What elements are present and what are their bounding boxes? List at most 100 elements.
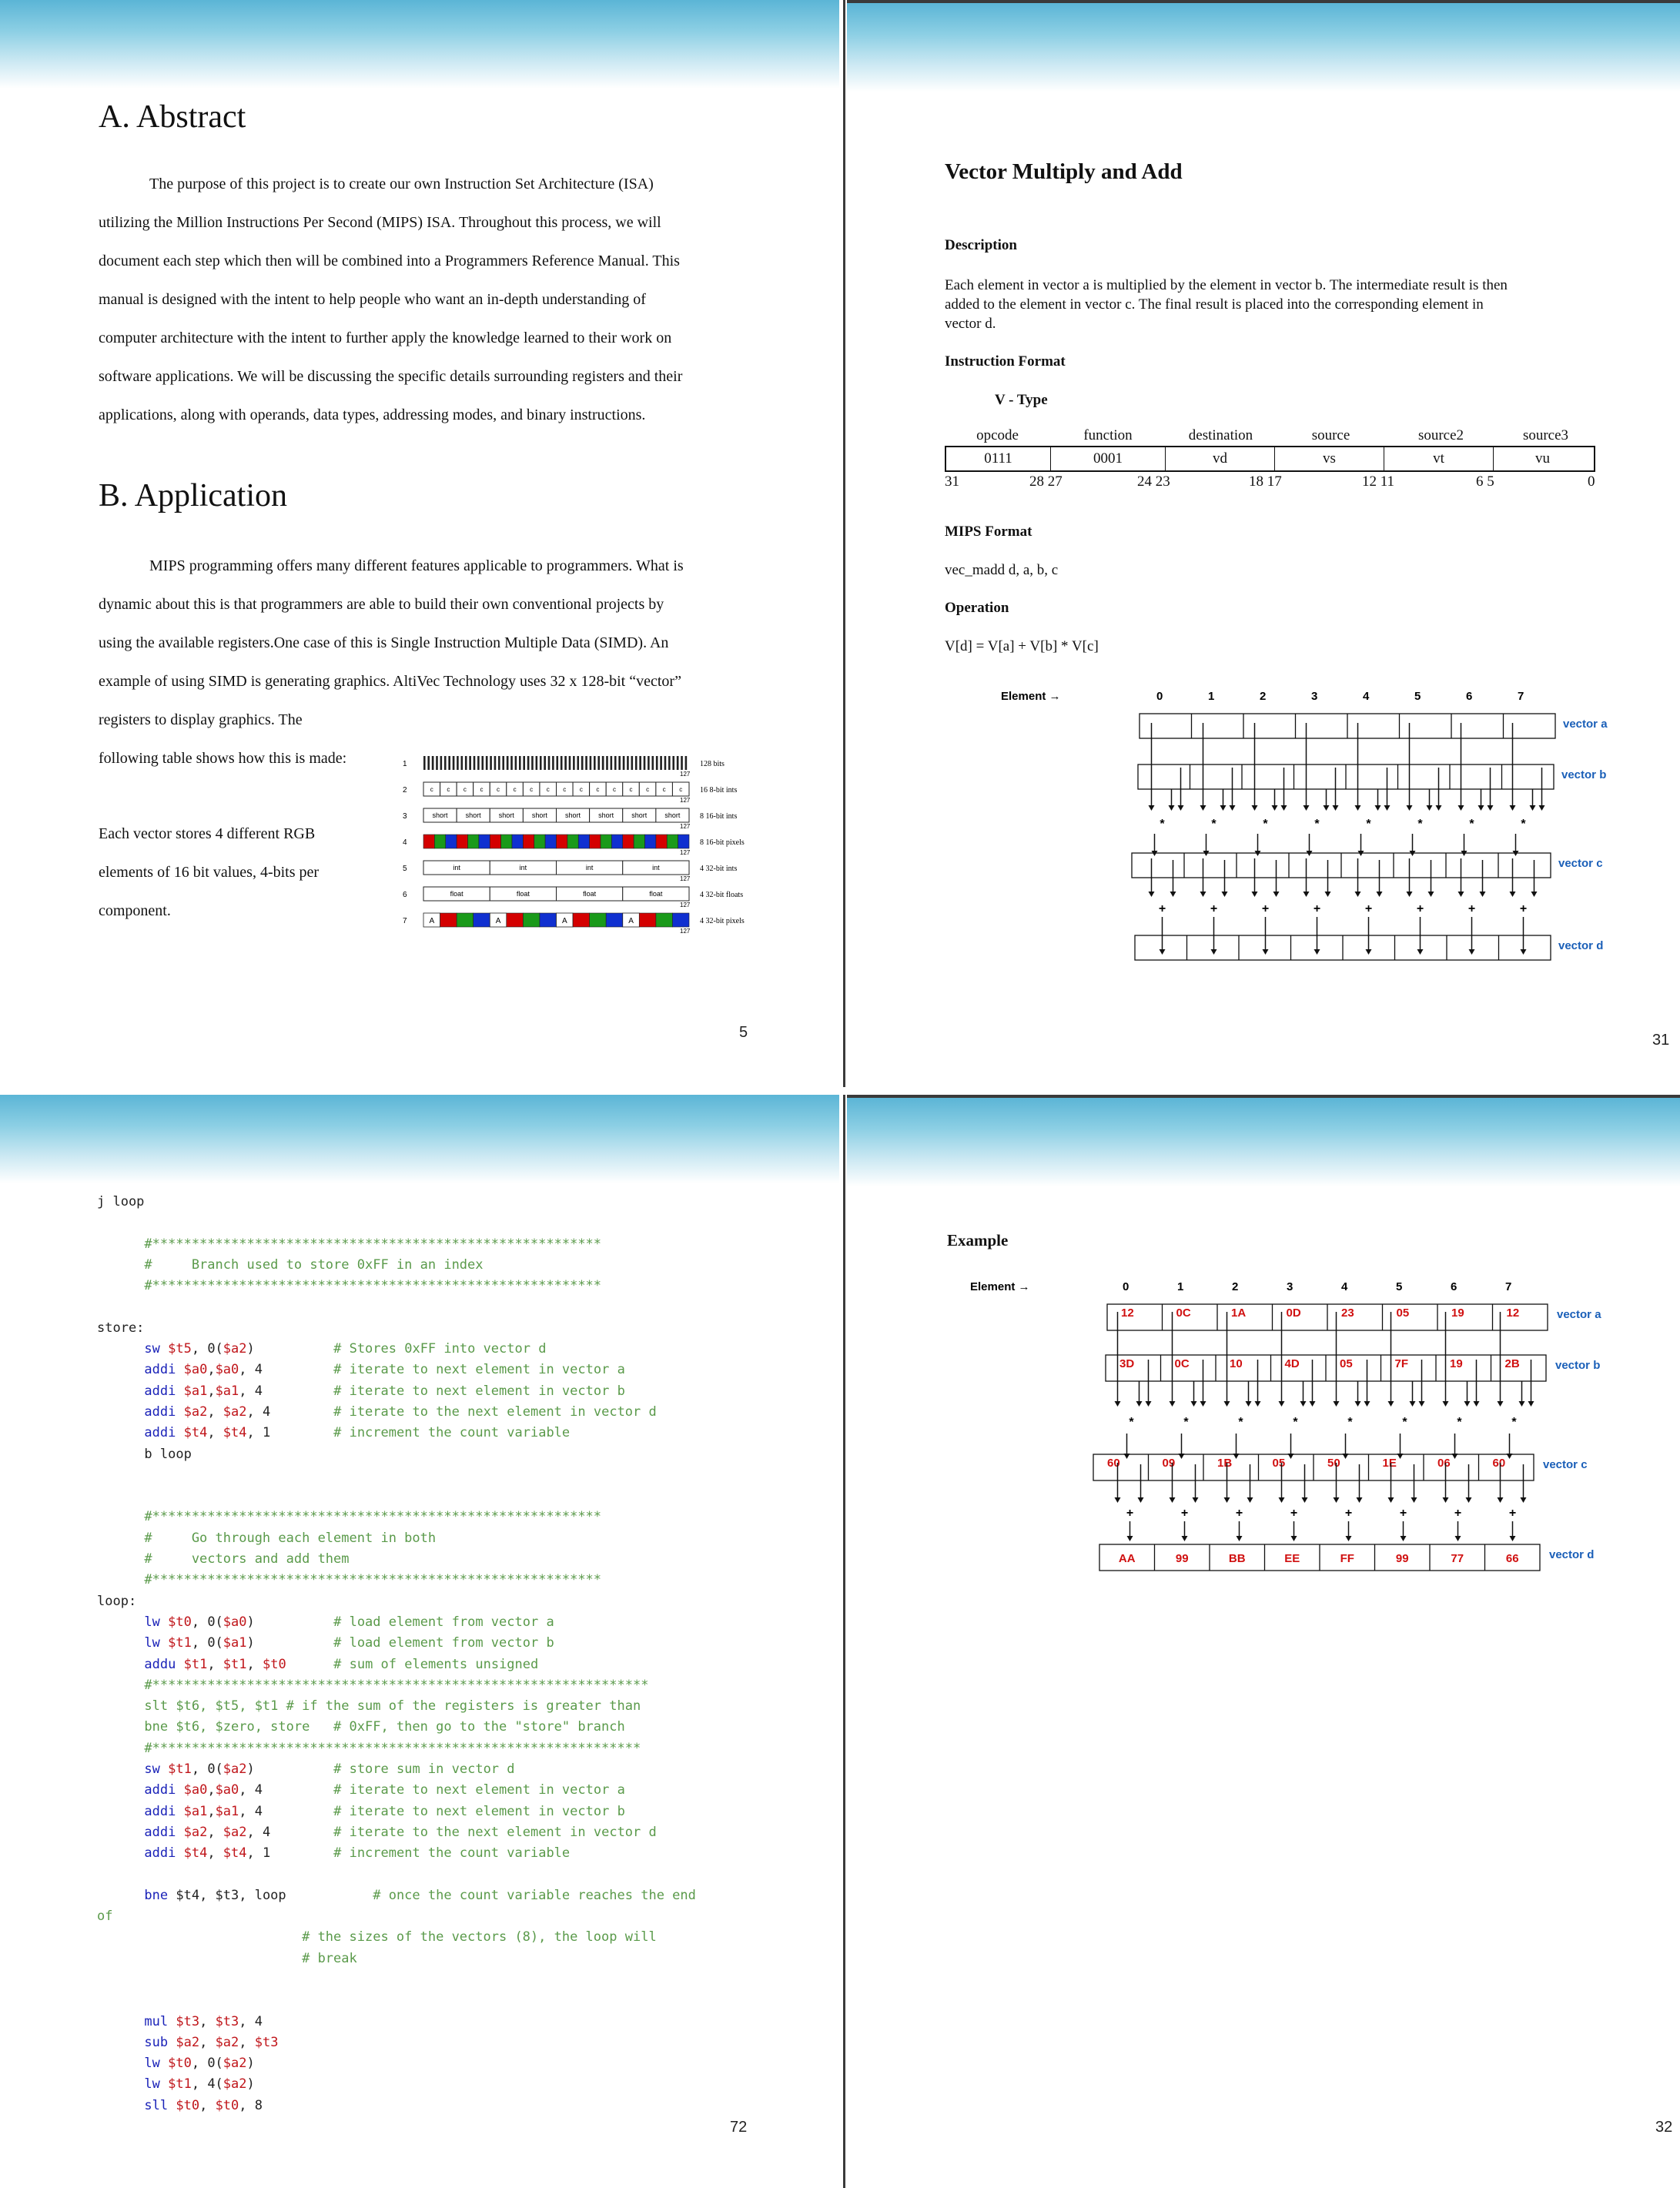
bit-127-label: 127 [680, 902, 691, 908]
bit-cell [436, 756, 438, 770]
code-line: addi $a0,$a0, 4 # iterate to next elemen… [97, 1360, 696, 1380]
code-token: loop: [97, 1593, 137, 1609]
code-line: addi $a2, $a2, 4 # iterate to the next e… [97, 1822, 696, 1843]
code-token: addi [97, 1845, 184, 1862]
alpha-label: A [429, 917, 434, 925]
arrow-a-head [1509, 805, 1516, 811]
bit-cell [606, 756, 608, 770]
code-token: , [207, 1656, 223, 1672]
code-token: $a0 [215, 1362, 239, 1378]
vector-value: 66 [1506, 1552, 1519, 1565]
bit-cell [634, 756, 638, 770]
element-type: c [580, 786, 583, 793]
bit-cell [533, 756, 536, 770]
code-line: #***************************************… [97, 1675, 696, 1696]
pixel-channel [489, 834, 501, 849]
code-token: $a2 [223, 1824, 247, 1840]
arrow-a-head [1200, 805, 1206, 811]
element-type: c [530, 786, 533, 793]
bit-cell [504, 756, 507, 770]
element-index: 7 [1505, 1280, 1511, 1293]
code-token: ) [246, 1614, 334, 1630]
code-token: $a2 [223, 2056, 247, 2072]
code-token: , [199, 2097, 216, 2113]
code-token: # vectors and add them [97, 1551, 350, 1567]
arrow-b2-head [1473, 1401, 1480, 1407]
bit-position: 28 27 [1029, 473, 1063, 490]
arrow-b-head [1518, 1401, 1525, 1407]
vector-value: 1E [1383, 1457, 1397, 1470]
arrow-c2-head [1221, 892, 1228, 897]
arrow-b2-head [1538, 805, 1545, 811]
bit-positions-row: 31 28 27 24 23 18 17 12 11 6 5 0 [945, 472, 1595, 490]
arrow-product-head [1287, 1454, 1294, 1459]
code-token: ) [246, 1341, 334, 1357]
code-token: #***************************************… [97, 1572, 602, 1588]
arrow-c2-head [1170, 892, 1176, 897]
code-token: , 0( [191, 1341, 223, 1357]
code-token: $t1 [168, 2076, 192, 2093]
bit-cell [475, 756, 478, 770]
arrow-a-head [1387, 1401, 1394, 1407]
vector-value: 09 [1163, 1457, 1176, 1470]
code-token: # Go through each element in both [97, 1530, 437, 1546]
bit-cell [589, 756, 592, 770]
vector-value: 05 [1397, 1306, 1410, 1320]
code-token: $t3 [254, 2034, 279, 2050]
multiply-sign: * [1417, 818, 1423, 831]
field-name: source2 [1417, 427, 1464, 443]
field-name: source [1311, 427, 1350, 443]
row-description: 8 16-bit ints [700, 812, 737, 821]
code-line: addi $a0,$a0, 4 # iterate to next elemen… [97, 1780, 696, 1801]
bit-cell [470, 756, 474, 770]
pixel-channel [672, 912, 690, 928]
code-token: addi [97, 1403, 184, 1420]
multiply-sign: * [1511, 1416, 1517, 1429]
bit-cell [604, 756, 607, 770]
code-line: # vectors and add them [97, 1549, 696, 1570]
code-line: bne $t6, $zero, store # 0xFF, then go to… [97, 1717, 696, 1738]
multiply-sign: * [1347, 1416, 1353, 1429]
vector-value: 3D [1119, 1357, 1134, 1370]
element-type: float [517, 890, 530, 898]
bit-cell [454, 756, 457, 770]
add-sign: + [1210, 902, 1217, 915]
page-number: 31 [1652, 1032, 1670, 1049]
bit-cell [568, 756, 571, 770]
arrow-d-head [1400, 1536, 1407, 1541]
arrow-product-head [1254, 851, 1261, 856]
code-token: #***************************************… [97, 1677, 649, 1693]
code-token: $a2 [176, 2034, 200, 2050]
element-type: short [565, 811, 581, 819]
code-token: # iterate to next element in vector a [333, 1782, 625, 1798]
example-heading: Example [947, 1231, 1009, 1250]
arrow-c2-head [1479, 892, 1486, 897]
page-32: Example Element → 0 1 2 3 4 5 6 7 12 0C 1A 0D 23 05 19 1… [847, 1095, 1680, 2188]
add-sign: + [1314, 902, 1320, 915]
code-line: b loop [97, 1444, 696, 1465]
bit-cell [585, 756, 587, 770]
add-sign: + [1345, 1507, 1352, 1520]
bit-cell [661, 756, 664, 770]
arrow-a-head [1278, 1401, 1285, 1407]
element-type: float [649, 890, 663, 898]
page-31: Vector Multiply and Add Description Each… [847, 0, 1680, 1093]
vector-value: 10 [1230, 1357, 1243, 1370]
code-line: sub $a2, $a2, $t3 [97, 2032, 696, 2053]
bit-cell [450, 756, 453, 770]
bit-cell [433, 756, 437, 770]
bit-cell [637, 756, 640, 770]
code-line: #***************************************… [97, 1234, 696, 1255]
vector-value: 1B [1217, 1457, 1232, 1470]
arrow-product-head [1512, 851, 1519, 856]
code-line [97, 1865, 696, 1885]
code-token: $a1 [215, 1803, 239, 1819]
bit-cell [442, 756, 444, 770]
multiply-sign: * [1263, 818, 1268, 831]
code-token: lw [97, 1614, 169, 1630]
pixel-channel [500, 834, 513, 849]
field-name: source3 [1522, 427, 1569, 443]
vector-value: EE [1284, 1552, 1300, 1565]
vector-value: AA [1119, 1552, 1136, 1565]
bit-cell [658, 756, 661, 770]
